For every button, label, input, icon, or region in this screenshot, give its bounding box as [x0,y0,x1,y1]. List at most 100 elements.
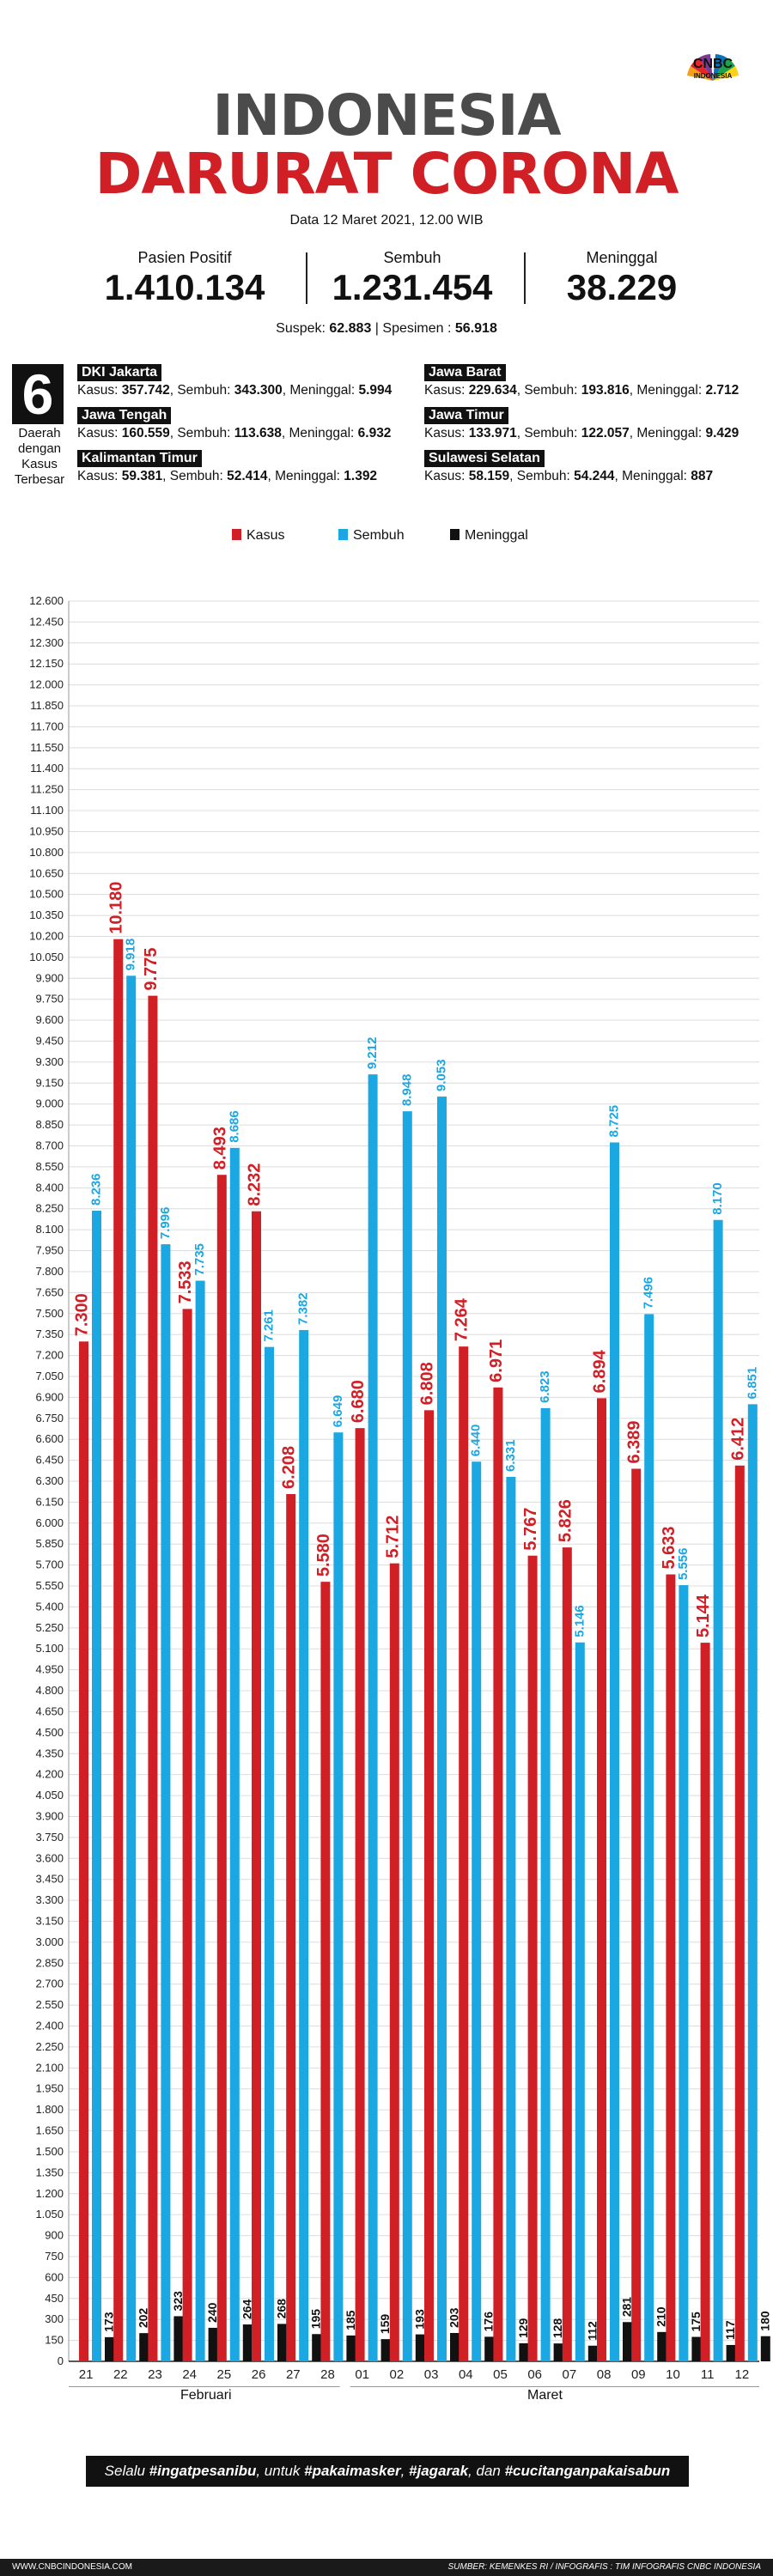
data-label: 9.212 [365,1037,380,1070]
data-label: 176 [482,2312,496,2332]
region-stats: Kasus: 160.559, Sembuh: 113.638, Meningg… [77,426,391,441]
region-stat-label: Kasus: [424,469,469,483]
data-label: 5.633 [660,1526,679,1569]
bar-sembuh [333,1432,344,2361]
stat-value: 1.410.134 [104,267,265,307]
bar-meninggal [346,2335,356,2361]
y-tick-label: 8.700 [35,1139,64,1152]
daily-cases-chart: 0 150 300 450 600 750 900 1.050 1.200 1.350 1.500 1… [29,594,771,2387]
y-tick-label: 2.700 [35,1978,64,1990]
data-label: 5.712 [383,1516,402,1558]
logo-text: CNBC [692,57,733,71]
x-tick-label: 04 [459,2367,473,2382]
y-tick-label: 1.500 [35,2145,64,2158]
data-label: 8.948 [399,1074,414,1107]
slogan-part: , [400,2463,410,2479]
bar-sembuh [540,1407,551,2361]
region-stat-label: , Sembuh: [516,426,581,440]
region-name: Jawa Timur [424,407,508,424]
legend-swatch [338,529,348,540]
x-tick-label: 11 [701,2367,715,2382]
bar-kasus [389,1563,399,2361]
stat-positif: Pasien Positif 1.410.134 [69,249,301,308]
y-tick-label: 10.200 [29,929,64,942]
data-label: 173 [102,2312,116,2332]
region-name: Jawa Barat [424,364,506,381]
bar-meninggal [242,2324,253,2361]
hashtag: #cucitanganpakaisabun [504,2463,671,2479]
bar-sembuh [472,1461,482,2361]
data-label: 175 [689,2312,703,2332]
month-label-mar: Maret [527,2388,563,2403]
bar-sembuh [299,1329,309,2361]
data-label: 5.144 [694,1594,713,1637]
stat-sembuh: Sembuh 1.231.454 [309,249,515,308]
slogan-part: , dan [468,2463,505,2479]
bar-kasus [666,1574,676,2361]
bar-kasus [700,1643,710,2361]
y-tick-label: 12.150 [29,657,64,670]
bar-meninggal [726,2344,736,2361]
bar-sembuh [195,1280,205,2361]
stat-divider [524,252,526,304]
bar-meninggal [760,2336,770,2361]
data-label: 5.580 [314,1534,333,1577]
slogan-part: Selalu [104,2463,149,2479]
footer-bar: WWW.CNBCINDONESIA.COM SUMBER: KEMENKES R… [0,2559,773,2576]
y-tick-label: 7.350 [35,1327,64,1340]
y-tick-label: 6.600 [35,1432,64,1445]
footer-website[interactable]: WWW.CNBCINDONESIA.COM [12,2562,132,2572]
region-stat-label: , Meninggal: [282,383,359,398]
bar-kasus [148,995,158,2361]
bar-kasus [562,1547,572,2361]
legend-item: Kasus [232,528,284,544]
data-label: 195 [309,2309,323,2330]
spesimen-value: 56.918 [454,321,497,336]
bar-meninggal [173,2316,184,2361]
data-label: 6.440 [469,1425,484,1457]
data-label: 5.146 [572,1605,587,1637]
x-tick-label: 23 [148,2367,162,2382]
data-label: 6.823 [538,1370,552,1403]
region-stat-label: , Sembuh: [169,383,234,398]
data-label: 7.264 [453,1297,472,1341]
region-stat-value: 193.816 [581,383,630,398]
data-label: 9.775 [142,948,161,991]
data-label: 5.556 [676,1548,691,1581]
bar-meninggal [415,2334,425,2361]
y-tick-label: 4.200 [35,1768,64,1781]
y-tick-label: 5.700 [35,1558,64,1571]
y-tick-label: 6.450 [35,1454,64,1467]
y-tick-label: 10.350 [29,908,64,921]
spesimen-label: Spesimen : [382,321,452,336]
legend-swatch [450,529,460,540]
region-stat-label: Kasus: [77,426,122,440]
region-stat-label: , Meninggal: [267,469,344,483]
y-tick-label: 11.100 [30,804,64,817]
y-tick-label: 900 [45,2229,64,2242]
y-tick-label: 10.650 [29,866,64,879]
bar-kasus [424,1410,434,2361]
region-stat-label: , Meninggal: [614,469,691,483]
bar-meninggal [587,2345,598,2361]
y-tick-label: 3.600 [35,1851,64,1864]
y-tick-label: 1.200 [35,2187,64,2200]
bar-meninggal [380,2339,391,2361]
y-tick-label: 4.950 [35,1663,64,1676]
data-label: 6.208 [280,1446,299,1489]
y-tick-label: 9.000 [35,1097,64,1110]
x-tick-label: 01 [355,2367,369,2382]
region-stat-label: , Sembuh: [509,469,575,483]
x-tick-label: 27 [286,2367,301,2382]
data-label: 185 [344,2310,357,2330]
hashtag: #jagarak [409,2463,469,2479]
data-label: 7.382 [296,1292,311,1325]
bar-sembuh [506,1476,516,2361]
y-tick-label: 10.800 [29,846,64,859]
y-tick-label: 150 [45,2334,64,2347]
x-tick-label: 02 [390,2367,405,2382]
region-count-badge: 6 [12,364,64,424]
y-tick-label: 5.400 [35,1600,64,1613]
y-tick-label: 8.400 [35,1181,64,1194]
y-tick-label: 5.250 [35,1621,64,1634]
